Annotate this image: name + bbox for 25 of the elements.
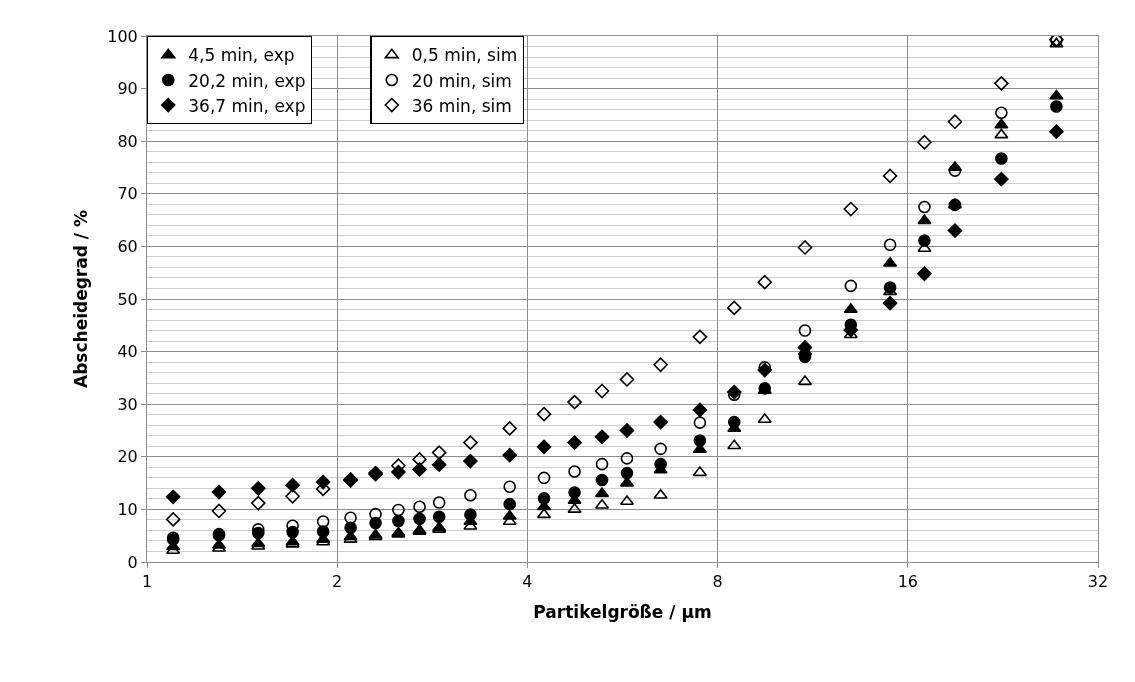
x-tick-label: 1 — [141, 572, 153, 592]
x-tick-label: 32 — [1087, 572, 1109, 592]
x-tick-label: 2 — [332, 572, 343, 592]
x-tick-label: 8 — [712, 572, 723, 592]
legend-label: 0,5 min, sim — [411, 45, 518, 66]
x-tick-label: 16 — [897, 572, 918, 592]
y-tick-label: 90 — [117, 79, 138, 99]
legend-label: 20,2 min, exp — [188, 70, 306, 91]
y-tick-label: 40 — [117, 342, 138, 362]
y-tick-label: 60 — [117, 237, 138, 256]
y-axis-title: Abscheidegrad / % — [70, 210, 91, 388]
y-tick-label: 50 — [117, 289, 138, 309]
y-tick-label: 100 — [107, 26, 138, 46]
legend-label: 4,5 min, exp — [188, 45, 295, 66]
legend-label: 36,7 min, exp — [188, 95, 306, 116]
y-tick-label: 30 — [117, 394, 138, 414]
y-tick-label: 0 — [127, 552, 138, 572]
legend-label: 20 min, sim — [411, 70, 512, 91]
y-tick-label: 70 — [117, 184, 138, 204]
x-tick-label: 4 — [522, 572, 533, 592]
x-axis-title: Partikelgröße / µm — [533, 601, 712, 622]
y-tick-label: 80 — [117, 131, 138, 151]
y-tick-label: 20 — [117, 447, 138, 467]
legend-label: 36 min, sim — [411, 95, 512, 116]
y-tick-label: 10 — [117, 500, 138, 519]
